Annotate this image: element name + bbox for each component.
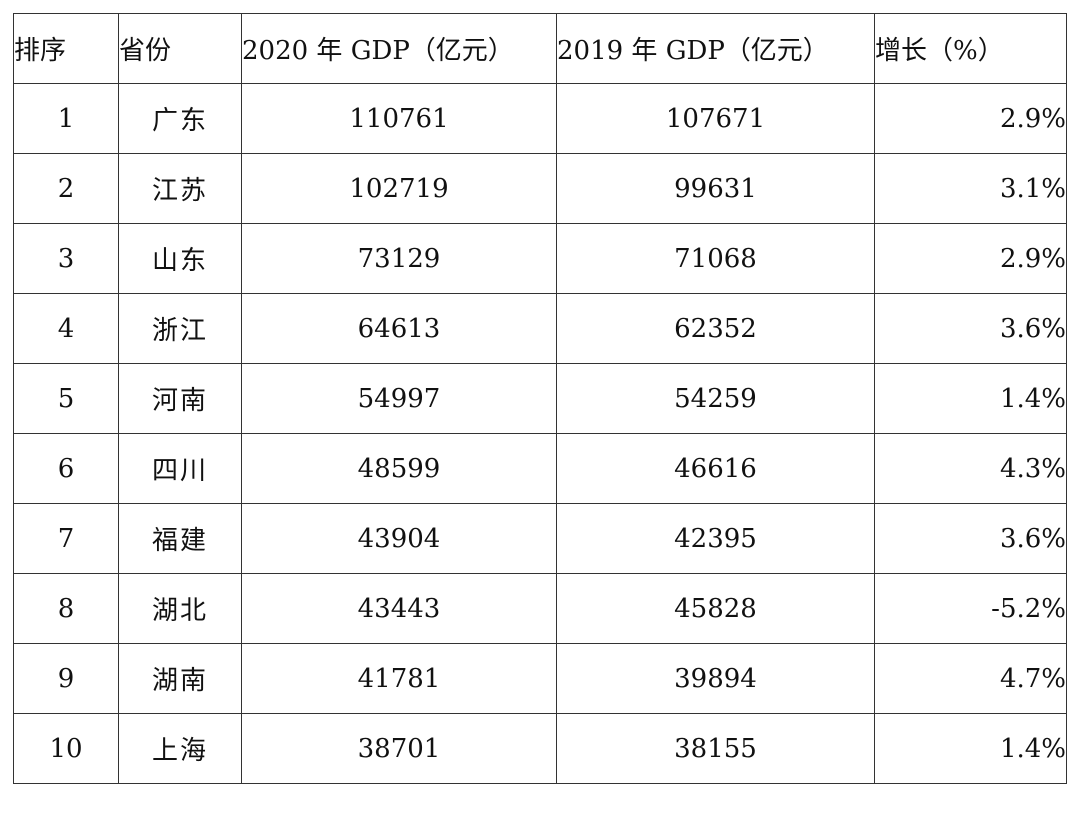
- cell-gdp-2020: 41781: [241, 643, 557, 714]
- cell-gdp-2019: 39894: [556, 643, 875, 714]
- cell-growth: -5.2%: [874, 573, 1067, 644]
- cell-gdp-2020: 43443: [241, 573, 557, 644]
- cell-growth: 2.9%: [874, 223, 1067, 294]
- cell-gdp-2019: 42395: [556, 503, 875, 574]
- table-row: 5 河南 54997 54259 1.4%: [13, 363, 1067, 434]
- cell-rank: 5: [13, 363, 119, 434]
- cell-province: 湖南: [118, 643, 242, 714]
- cell-growth: 1.4%: [874, 713, 1067, 784]
- table-row: 10 上海 38701 38155 1.4%: [13, 713, 1067, 784]
- cell-province: 上海: [118, 713, 242, 784]
- cell-gdp-2019: 45828: [556, 573, 875, 644]
- cell-rank: 3: [13, 223, 119, 294]
- cell-rank: 4: [13, 293, 119, 364]
- cell-rank: 1: [13, 83, 119, 154]
- cell-growth: 4.7%: [874, 643, 1067, 714]
- cell-province: 河南: [118, 363, 242, 434]
- cell-gdp-2019: 71068: [556, 223, 875, 294]
- header-gdp-2020: 2020 年 GDP（亿元）: [241, 13, 557, 84]
- table-row: 1 广东 110761 107671 2.9%: [13, 83, 1067, 154]
- cell-gdp-2019: 99631: [556, 153, 875, 224]
- header-rank: 排序: [13, 13, 119, 84]
- cell-gdp-2020: 102719: [241, 153, 557, 224]
- cell-gdp-2019: 46616: [556, 433, 875, 504]
- cell-gdp-2020: 110761: [241, 83, 557, 154]
- cell-province: 浙江: [118, 293, 242, 364]
- cell-gdp-2020: 54997: [241, 363, 557, 434]
- cell-growth: 2.9%: [874, 83, 1067, 154]
- cell-rank: 8: [13, 573, 119, 644]
- header-province: 省份: [118, 13, 242, 84]
- cell-rank: 6: [13, 433, 119, 504]
- table-row: 7 福建 43904 42395 3.6%: [13, 503, 1067, 574]
- table-header: 排序 省份 2020 年 GDP（亿元） 2019 年 GDP（亿元） 增长（%…: [13, 13, 1067, 84]
- cell-growth: 4.3%: [874, 433, 1067, 504]
- table-row: 4 浙江 64613 62352 3.6%: [13, 293, 1067, 364]
- cell-growth: 3.1%: [874, 153, 1067, 224]
- gdp-ranking-table: 排序 省份 2020 年 GDP（亿元） 2019 年 GDP（亿元） 增长（%…: [13, 13, 1067, 784]
- cell-growth: 1.4%: [874, 363, 1067, 434]
- cell-rank: 9: [13, 643, 119, 714]
- cell-gdp-2020: 64613: [241, 293, 557, 364]
- cell-growth: 3.6%: [874, 503, 1067, 574]
- cell-province: 福建: [118, 503, 242, 574]
- cell-gdp-2020: 48599: [241, 433, 557, 504]
- cell-rank: 10: [13, 713, 119, 784]
- cell-province: 四川: [118, 433, 242, 504]
- cell-gdp-2019: 54259: [556, 363, 875, 434]
- header-growth: 增长（%）: [874, 13, 1067, 84]
- cell-gdp-2020: 73129: [241, 223, 557, 294]
- cell-gdp-2019: 38155: [556, 713, 875, 784]
- cell-province: 湖北: [118, 573, 242, 644]
- header-gdp-2019: 2019 年 GDP（亿元）: [556, 13, 875, 84]
- table-row: 6 四川 48599 46616 4.3%: [13, 433, 1067, 504]
- cell-gdp-2019: 107671: [556, 83, 875, 154]
- table-row: 2 江苏 102719 99631 3.1%: [13, 153, 1067, 224]
- table-row: 8 湖北 43443 45828 -5.2%: [13, 573, 1067, 644]
- cell-gdp-2020: 43904: [241, 503, 557, 574]
- cell-gdp-2020: 38701: [241, 713, 557, 784]
- header-row: 排序 省份 2020 年 GDP（亿元） 2019 年 GDP（亿元） 增长（%…: [13, 13, 1067, 84]
- cell-growth: 3.6%: [874, 293, 1067, 364]
- cell-rank: 7: [13, 503, 119, 574]
- table-body: 1 广东 110761 107671 2.9% 2 江苏 102719 9963…: [13, 83, 1067, 784]
- cell-rank: 2: [13, 153, 119, 224]
- cell-province: 江苏: [118, 153, 242, 224]
- cell-gdp-2019: 62352: [556, 293, 875, 364]
- cell-province: 广东: [118, 83, 242, 154]
- table-row: 3 山东 73129 71068 2.9%: [13, 223, 1067, 294]
- table-row: 9 湖南 41781 39894 4.7%: [13, 643, 1067, 714]
- cell-province: 山东: [118, 223, 242, 294]
